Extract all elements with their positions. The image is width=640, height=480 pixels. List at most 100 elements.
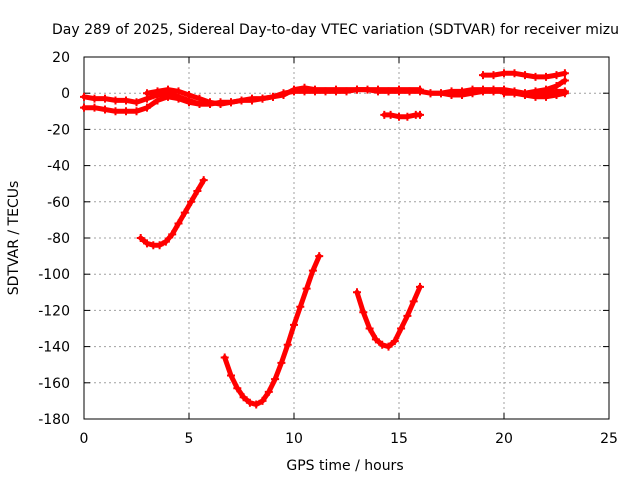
data-point xyxy=(479,71,487,80)
series-s10 xyxy=(353,282,424,351)
y-tick-label: -140 xyxy=(38,340,70,356)
y-tick-label: -40 xyxy=(47,159,70,175)
x-tick-label: 5 xyxy=(185,431,194,447)
x-tick-label: 20 xyxy=(495,431,513,447)
x-tick-label: 0 xyxy=(80,431,89,447)
data-point xyxy=(290,320,298,329)
data-point xyxy=(468,85,477,94)
data-point xyxy=(185,91,193,100)
data-point xyxy=(395,112,403,121)
data-point xyxy=(185,98,193,107)
data-point xyxy=(216,100,225,109)
data-point xyxy=(353,85,361,94)
data-point xyxy=(258,396,267,405)
data-point xyxy=(500,69,508,78)
data-point xyxy=(384,342,393,351)
data-point xyxy=(143,103,151,112)
data-point xyxy=(248,96,256,105)
data-point xyxy=(521,71,529,80)
data-point xyxy=(489,85,498,94)
y-tick-label: 20 xyxy=(52,50,70,66)
y-tick-label: -100 xyxy=(38,267,70,283)
data-point xyxy=(90,103,99,112)
data-series xyxy=(80,69,569,409)
data-point xyxy=(300,83,309,92)
data-point xyxy=(245,398,254,407)
data-point xyxy=(302,284,311,293)
data-point xyxy=(311,85,319,94)
data-point xyxy=(80,92,88,101)
data-point xyxy=(447,87,456,96)
y-tick-label: -80 xyxy=(47,231,70,247)
data-point xyxy=(510,89,519,98)
chart-title: Day 289 of 2025, Sidereal Day-to-day VTE… xyxy=(52,22,619,38)
data-point xyxy=(542,85,550,94)
data-point xyxy=(143,89,151,98)
data-point xyxy=(180,208,189,217)
data-point xyxy=(132,98,141,107)
data-point xyxy=(136,234,145,242)
series-line xyxy=(144,85,423,107)
data-point xyxy=(458,87,466,96)
data-point xyxy=(227,371,235,380)
data-point xyxy=(174,219,183,228)
data-point xyxy=(479,85,487,94)
data-point xyxy=(395,85,403,94)
series-s6 xyxy=(500,76,569,98)
series-s7 xyxy=(380,110,424,121)
data-point xyxy=(252,400,261,409)
data-point xyxy=(271,375,280,384)
data-point xyxy=(374,85,382,94)
data-point xyxy=(353,288,361,297)
data-point xyxy=(403,112,412,121)
x-axis-label: GPS time / hours xyxy=(286,458,403,474)
data-point xyxy=(132,107,141,116)
data-point xyxy=(560,76,569,85)
data-point xyxy=(332,85,340,94)
data-point xyxy=(531,87,540,96)
data-point xyxy=(552,71,561,80)
data-point xyxy=(521,89,529,98)
y-tick-label: -60 xyxy=(47,195,70,211)
data-point xyxy=(161,237,170,246)
data-point xyxy=(101,105,109,114)
data-point xyxy=(174,94,183,103)
series-line xyxy=(222,253,322,407)
data-point xyxy=(277,358,286,367)
data-point xyxy=(206,98,214,107)
data-point xyxy=(315,252,324,261)
data-point xyxy=(111,96,120,105)
series-s9 xyxy=(220,252,324,409)
data-point xyxy=(378,340,387,349)
data-point xyxy=(220,353,229,362)
y-tick-label: 0 xyxy=(61,86,70,102)
data-point xyxy=(258,94,267,103)
data-point xyxy=(500,89,508,98)
data-point xyxy=(531,72,540,81)
data-point xyxy=(365,324,374,333)
series-s2 xyxy=(80,92,214,116)
data-point xyxy=(308,266,317,275)
data-point xyxy=(195,94,204,103)
data-point xyxy=(264,387,273,396)
data-point xyxy=(552,81,561,90)
data-point xyxy=(174,87,183,96)
data-point xyxy=(416,85,424,94)
data-point xyxy=(296,302,305,311)
data-point xyxy=(187,197,196,206)
data-point xyxy=(560,69,569,78)
data-point xyxy=(122,96,130,105)
data-point xyxy=(164,85,172,94)
data-point xyxy=(269,92,277,101)
data-point xyxy=(122,107,130,116)
axis-ticks xyxy=(83,56,610,420)
data-point xyxy=(510,69,519,78)
series-s3 xyxy=(143,83,424,109)
data-point xyxy=(371,335,380,344)
data-point xyxy=(283,340,292,349)
data-point xyxy=(153,87,162,96)
y-tick-label: -160 xyxy=(38,376,70,392)
data-point xyxy=(437,89,445,98)
data-point xyxy=(168,230,177,239)
